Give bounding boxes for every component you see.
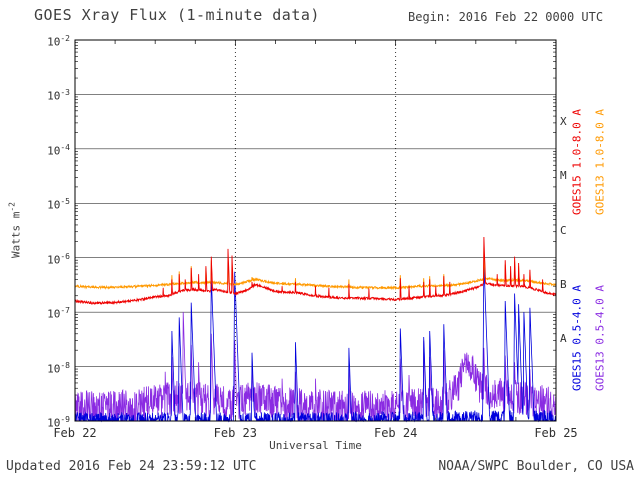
y-axis-label: Watts m-2 (7, 202, 23, 258)
y-tick-label: 10-3 (47, 88, 70, 104)
y-tick-label: 10-8 (47, 360, 70, 376)
x-tick-label: Feb 24 (373, 426, 418, 440)
y-tick-label: 10-9 (47, 415, 70, 430)
chart-title: GOES Xray Flux (1-minute data) (34, 6, 320, 24)
legend-goes13-long: GOES13 1.0-8.0 A (593, 109, 607, 215)
flare-class-label: X (560, 114, 567, 128)
flare-class-label: B (560, 277, 567, 291)
source-attribution: NOAA/SWPC Boulder, CO USA (438, 459, 634, 474)
x-axis-label: Universal Time (269, 439, 362, 452)
series-goes13-long (74, 247, 557, 291)
y-tick-label: 10-5 (47, 197, 70, 212)
legend-goes15-long: GOES15 1.0-8.0 A (570, 109, 584, 215)
legend-goes13-short: GOES13 0.5-4.0 A (593, 285, 607, 391)
y-tick-label: 10-6 (47, 251, 70, 267)
series-goes13-short (74, 312, 557, 422)
legend-goes15-short: GOES15 0.5-4.0 A (570, 285, 584, 391)
updated-timestamp: Updated 2016 Feb 24 23:59:12 UTC (6, 459, 257, 474)
begin-timestamp: Begin: 2016 Feb 22 0000 UTC (408, 10, 604, 24)
series-goes15-long (74, 236, 557, 306)
flare-class-label: A (560, 332, 567, 346)
x-tick-label: Feb 23 (213, 426, 257, 440)
y-tick-label: 10-2 (47, 34, 70, 49)
y-tick-label: 10-4 (47, 142, 70, 158)
x-tick-label: Feb 22 (53, 426, 97, 440)
plot-frame (74, 39, 557, 422)
x-tick-label: Feb 25 (534, 426, 578, 440)
flare-class-label: M (560, 169, 567, 183)
y-tick-label: 10-7 (47, 306, 70, 321)
flare-class-label: C (560, 223, 567, 237)
